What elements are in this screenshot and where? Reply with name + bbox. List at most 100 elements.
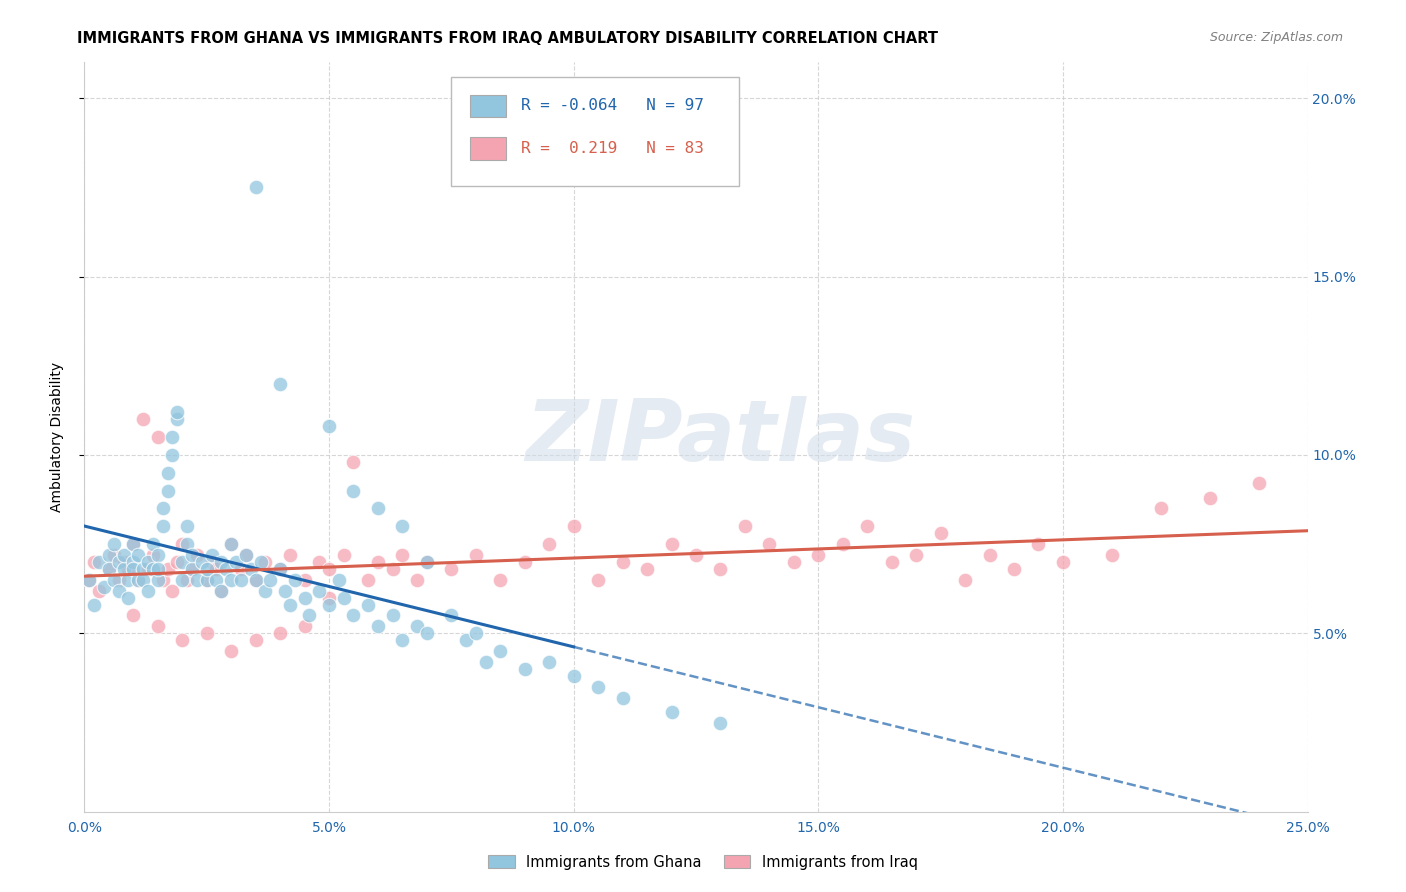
- Point: [132, 412, 155, 426]
- Point: [152, 573, 174, 587]
- Point: [191, 555, 214, 569]
- Point: [142, 537, 165, 551]
- Point: [513, 662, 536, 676]
- Point: [489, 573, 512, 587]
- Point: [831, 537, 853, 551]
- Point: [245, 573, 267, 587]
- Point: [146, 548, 169, 562]
- Point: [661, 537, 683, 551]
- Point: [127, 548, 149, 562]
- Point: [513, 555, 536, 569]
- FancyBboxPatch shape: [451, 78, 738, 186]
- Legend: Immigrants from Ghana, Immigrants from Iraq: Immigrants from Ghana, Immigrants from I…: [482, 849, 924, 876]
- Point: [489, 644, 512, 658]
- Point: [142, 562, 165, 576]
- Text: Source: ZipAtlas.com: Source: ZipAtlas.com: [1209, 31, 1343, 45]
- Point: [1052, 555, 1074, 569]
- Point: [219, 537, 242, 551]
- Point: [103, 573, 125, 587]
- Point: [97, 562, 120, 576]
- Point: [245, 573, 267, 587]
- Point: [136, 555, 159, 569]
- Point: [783, 555, 806, 569]
- Point: [136, 562, 159, 576]
- Point: [209, 583, 232, 598]
- Point: [162, 583, 184, 598]
- Point: [758, 537, 780, 551]
- Point: [146, 619, 169, 633]
- Point: [107, 583, 129, 598]
- Point: [562, 669, 585, 683]
- Point: [709, 715, 731, 730]
- Point: [195, 573, 218, 587]
- Point: [209, 583, 232, 598]
- Point: [318, 562, 340, 576]
- Point: [367, 501, 389, 516]
- Point: [880, 555, 903, 569]
- Point: [132, 573, 155, 587]
- Point: [146, 562, 169, 576]
- Point: [274, 583, 297, 598]
- Point: [953, 573, 976, 587]
- Point: [87, 555, 110, 569]
- Point: [87, 583, 110, 598]
- Point: [440, 608, 463, 623]
- Point: [156, 562, 179, 576]
- Point: [117, 591, 139, 605]
- Point: [807, 548, 830, 562]
- Point: [979, 548, 1001, 562]
- Point: [905, 548, 928, 562]
- Point: [172, 633, 194, 648]
- Point: [294, 591, 316, 605]
- Point: [406, 619, 429, 633]
- Point: [107, 555, 129, 569]
- Point: [342, 455, 364, 469]
- Y-axis label: Ambulatory Disability: Ambulatory Disability: [49, 362, 63, 512]
- Point: [391, 548, 413, 562]
- Point: [416, 555, 439, 569]
- Point: [77, 573, 100, 587]
- Point: [172, 555, 194, 569]
- Point: [112, 555, 135, 569]
- Point: [381, 562, 404, 576]
- Text: R =  0.219   N = 83: R = 0.219 N = 83: [522, 141, 704, 156]
- Point: [245, 633, 267, 648]
- Point: [93, 580, 115, 594]
- Point: [219, 537, 242, 551]
- Point: [416, 626, 439, 640]
- Point: [172, 573, 194, 587]
- Point: [83, 598, 105, 612]
- Point: [162, 448, 184, 462]
- Point: [195, 626, 218, 640]
- Point: [342, 483, 364, 498]
- Point: [391, 633, 413, 648]
- Point: [181, 562, 204, 576]
- Point: [464, 626, 486, 640]
- Point: [235, 548, 257, 562]
- Point: [294, 619, 316, 633]
- Point: [1198, 491, 1220, 505]
- Point: [112, 562, 135, 576]
- Point: [391, 519, 413, 533]
- Point: [562, 519, 585, 533]
- Point: [661, 705, 683, 719]
- Point: [229, 562, 252, 576]
- Point: [107, 573, 129, 587]
- Point: [308, 583, 330, 598]
- Point: [367, 555, 389, 569]
- Point: [162, 430, 184, 444]
- Point: [318, 598, 340, 612]
- Point: [97, 562, 120, 576]
- Point: [254, 583, 277, 598]
- Point: [122, 537, 145, 551]
- Point: [122, 562, 145, 576]
- Point: [117, 573, 139, 587]
- Point: [166, 412, 188, 426]
- Point: [254, 555, 277, 569]
- Point: [209, 555, 232, 569]
- Point: [298, 608, 321, 623]
- Point: [406, 573, 429, 587]
- Point: [205, 573, 228, 587]
- Point: [538, 655, 561, 669]
- Point: [103, 548, 125, 562]
